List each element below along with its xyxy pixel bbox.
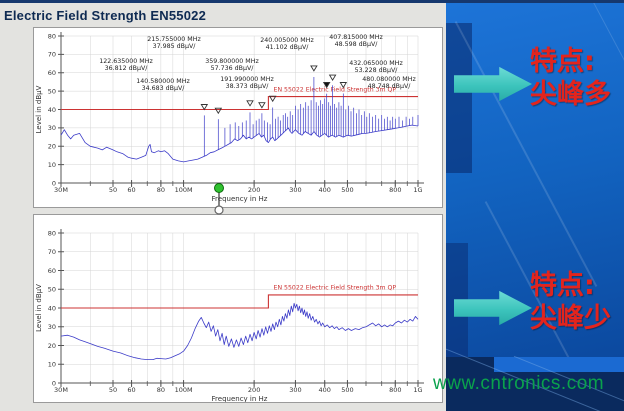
limit-line-label: EN 55022 Electric Field Strength 3m QP: [274, 285, 397, 292]
svg-text:50: 50: [48, 286, 56, 294]
svg-text:60: 60: [127, 386, 135, 394]
svg-text:80: 80: [157, 186, 165, 194]
decorative-rectangle: [494, 357, 624, 372]
peak-markers: [200, 65, 348, 115]
svg-text:432.065000 MHz: 432.065000 MHz: [349, 60, 403, 67]
svg-text:80: 80: [48, 32, 56, 40]
svg-text:60: 60: [48, 69, 56, 77]
svg-text:20: 20: [48, 143, 56, 151]
svg-text:70: 70: [48, 51, 56, 59]
svg-text:500: 500: [341, 186, 353, 194]
x-axis-title: Frequency in Hz: [212, 395, 268, 402]
svg-text:10: 10: [48, 361, 56, 369]
callout-line: 特点:: [530, 270, 595, 301]
callout-panel: 特点: 尖峰多 特点: 尖峰少: [446, 3, 624, 411]
bottom-navy-band: [446, 343, 624, 411]
svg-text:41.102 dBµV/: 41.102 dBµV/: [266, 44, 310, 51]
callout-many-peaks: 特点: 尖峰多: [530, 45, 622, 111]
limit-line-label: EN 55022 Electric Field Strength 3m QP: [274, 86, 397, 93]
decorative-rectangle: [446, 23, 472, 173]
svg-text:30: 30: [48, 323, 56, 331]
svg-text:122.635000 MHz: 122.635000 MHz: [99, 58, 153, 65]
top-navy-strip: [0, 0, 624, 3]
page-title: Electric Field Strength EN55022: [4, 8, 206, 23]
svg-text:36.812 dBµV/: 36.812 dBµV/: [105, 65, 149, 72]
svg-text:1G: 1G: [413, 186, 422, 194]
svg-text:48.748 dBµV/: 48.748 dBµV/: [368, 83, 412, 90]
callout-line: 尖峰少: [530, 303, 611, 334]
svg-text:40: 40: [48, 106, 56, 114]
axes: [58, 229, 424, 387]
svg-text:10: 10: [48, 161, 56, 169]
axes: [58, 32, 424, 187]
svg-text:400: 400: [319, 186, 331, 194]
svg-text:80: 80: [157, 386, 165, 394]
svg-text:30M: 30M: [54, 186, 68, 194]
signal-trace: [60, 302, 419, 361]
hollow-handle-dot[interactable]: [214, 205, 224, 215]
svg-text:215.755000 MHz: 215.755000 MHz: [147, 36, 201, 43]
tick-labels: 0 10 20 30 40 50 60 70 80 30M 50 60 80 100M 200 300 400 5…: [48, 229, 423, 394]
spikes: [203, 77, 419, 157]
chart-panel-few-peaks: 0 10 20 30 40 50 60 70 80 30M 50 60 80 100M 200 300 400 5…: [33, 214, 443, 403]
x-axis-title: Frequency in Hz: [212, 195, 268, 203]
svg-text:300: 300: [289, 386, 301, 394]
limit-line: [61, 96, 418, 111]
svg-text:300: 300: [289, 186, 301, 194]
callout-line: 特点:: [530, 46, 595, 77]
svg-text:80: 80: [48, 229, 56, 237]
svg-text:191.990000 MHz: 191.990000 MHz: [220, 76, 274, 83]
svg-text:30: 30: [48, 124, 56, 132]
svg-text:0: 0: [52, 179, 56, 187]
adjust-handle[interactable]: [207, 180, 231, 216]
svg-text:37.985 dBµV/: 37.985 dBµV/: [153, 43, 197, 50]
svg-text:240.005000 MHz: 240.005000 MHz: [260, 37, 314, 44]
chart-panel-many-peaks: 0 10 20 30 40 50 60 70 80 30M 50 60 80 100M 200 300 400 5…: [33, 27, 443, 208]
svg-text:200: 200: [248, 386, 260, 394]
spectrum-chart-many-peaks: 0 10 20 30 40 50 60 70 80 30M 50 60 80 100M 200 300 400 5…: [35, 32, 424, 203]
svg-text:0: 0: [52, 379, 56, 387]
svg-text:50: 50: [109, 386, 117, 394]
callout-line: 尖峰多: [530, 79, 611, 110]
svg-text:50: 50: [109, 186, 117, 194]
svg-text:800: 800: [389, 186, 401, 194]
svg-text:140.580000 MHz: 140.580000 MHz: [136, 78, 190, 85]
watermark-link[interactable]: www.cntronics.com: [433, 373, 605, 394]
limit-line: [61, 294, 418, 309]
svg-text:60: 60: [127, 186, 135, 194]
svg-text:400: 400: [319, 386, 331, 394]
svg-text:500: 500: [341, 386, 353, 394]
svg-text:50: 50: [48, 87, 56, 95]
svg-text:100M: 100M: [175, 386, 193, 394]
callout-few-peaks: 特点: 尖峰少: [530, 269, 622, 335]
svg-text:70: 70: [48, 248, 56, 256]
svg-text:60: 60: [48, 267, 56, 275]
svg-text:800: 800: [389, 386, 401, 394]
svg-text:57.736 dBµV/: 57.736 dBµV/: [211, 65, 255, 72]
svg-text:200: 200: [248, 186, 260, 194]
svg-text:359.800000 MHz: 359.800000 MHz: [205, 58, 259, 65]
svg-text:407.815000 MHz: 407.815000 MHz: [329, 34, 383, 41]
svg-text:100M: 100M: [175, 186, 193, 194]
svg-text:40: 40: [48, 304, 56, 312]
green-handle-dot[interactable]: [214, 183, 224, 193]
signal-trace: [60, 124, 419, 163]
y-axis-title: Level in dBµV: [35, 85, 43, 133]
charts-section: Electric Field Strength EN55022 0 10 20 30 4…: [0, 3, 446, 411]
svg-text:30M: 30M: [54, 386, 68, 394]
svg-text:480.080000 MHz: 480.080000 MHz: [362, 76, 416, 83]
y-axis-title: Level in dBµV: [35, 284, 43, 332]
svg-text:38.373 dBµV/: 38.373 dBµV/: [226, 83, 270, 90]
svg-text:34.683 dBµV/: 34.683 dBµV/: [142, 85, 186, 92]
spectrum-chart-few-peaks: 0 10 20 30 40 50 60 70 80 30M 50 60 80 100M 200 300 400 5…: [35, 229, 424, 402]
tick-labels: 0 10 20 30 40 50 60 70 80 30M 50 60 80 100M 200 300 400 5…: [48, 32, 423, 194]
svg-text:1G: 1G: [413, 386, 422, 394]
svg-text:53.228 dBµV/: 53.228 dBµV/: [355, 67, 399, 74]
svg-text:20: 20: [48, 342, 56, 350]
svg-text:48.598 dBµV/: 48.598 dBµV/: [335, 41, 379, 48]
